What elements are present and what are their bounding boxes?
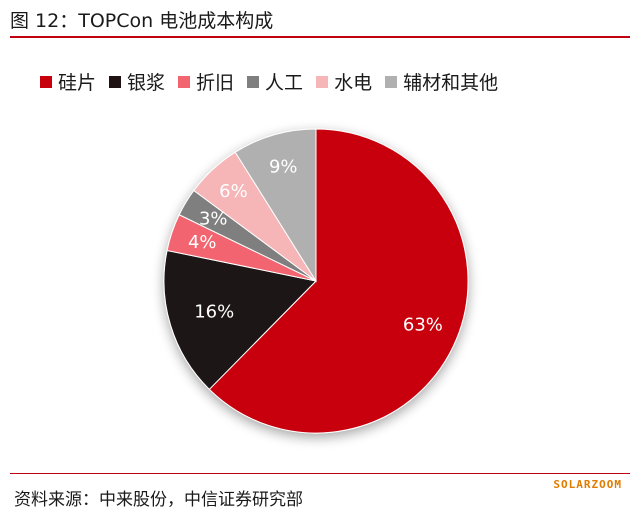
pie-slice-1	[163, 249, 318, 391]
legend-label-3: 人工	[265, 72, 304, 94]
pie-value-label-0: 63%	[403, 314, 443, 335]
legend-label-0: 硅片	[58, 72, 97, 94]
legend-label-4: 水电	[334, 72, 373, 94]
pie-slice-0	[208, 128, 469, 434]
legend-label-1: 银浆	[127, 72, 166, 94]
pie-value-label-4: 6%	[219, 181, 248, 202]
pie-value-label-1: 16%	[194, 301, 234, 322]
legend-swatch-5	[385, 75, 398, 88]
pie-slice-5	[234, 128, 317, 283]
legend-swatch-4	[316, 75, 329, 88]
pie-slices	[163, 128, 469, 434]
legend-swatch-3	[247, 75, 260, 88]
legend-label-5: 辅材和其他	[403, 72, 499, 94]
pie-value-label-2: 4%	[188, 232, 217, 253]
legend-item-2: 折旧	[178, 68, 234, 95]
pie-value-label-3: 3%	[199, 208, 228, 229]
legend-item-4: 水电	[316, 68, 372, 95]
source-note: 资料来源：中来股份，中信证券研究部	[14, 490, 303, 510]
legend-item-1: 银浆	[109, 68, 165, 95]
legend-swatch-1	[109, 75, 122, 88]
legend-item-3: 人工	[247, 68, 303, 95]
pie-value-labels: 63% 16% 4% 3% 6% 9%	[188, 157, 443, 336]
legend-swatch-2	[178, 75, 191, 88]
legend-item-0: 硅片	[40, 68, 96, 95]
chart-title: 图 12：TOPCon 电池成本构成	[10, 10, 274, 32]
footer-divider	[10, 473, 630, 474]
title-divider	[10, 36, 630, 38]
legend-swatch-0	[40, 75, 52, 88]
legend-label-2: 折旧	[196, 72, 235, 94]
pie-value-label-5: 9%	[269, 157, 298, 178]
legend-item-5: 辅材和其他	[385, 68, 498, 95]
legend: 硅片 银浆 折旧 人工 水电 辅材和其他	[40, 68, 511, 95]
watermark-logo: SOLARZOOM	[553, 478, 622, 491]
